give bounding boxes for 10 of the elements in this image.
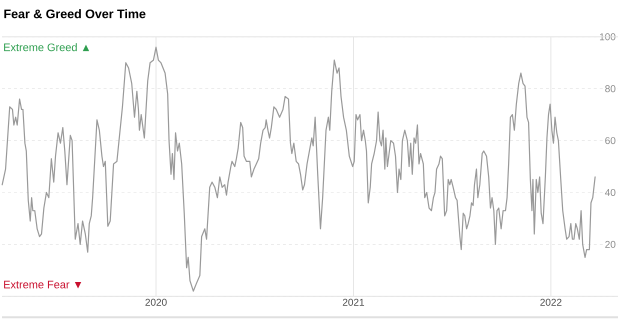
y-tick-label: 60 <box>605 137 616 144</box>
annotation: Extreme Greed ▲ <box>4 43 90 52</box>
x-tick-label: 2022 <box>540 298 562 306</box>
y-tick-label: 80 <box>605 85 616 92</box>
y-tick-label: 40 <box>604 188 616 196</box>
y-tick-label: 20 <box>605 240 616 248</box>
annotation: Extreme Fear ▼ <box>4 280 82 288</box>
x-tick-label: 2020 <box>145 298 167 306</box>
x-tick-label: 2021 <box>342 298 364 306</box>
chart-title: Fear & Greed Over Time <box>4 9 146 18</box>
